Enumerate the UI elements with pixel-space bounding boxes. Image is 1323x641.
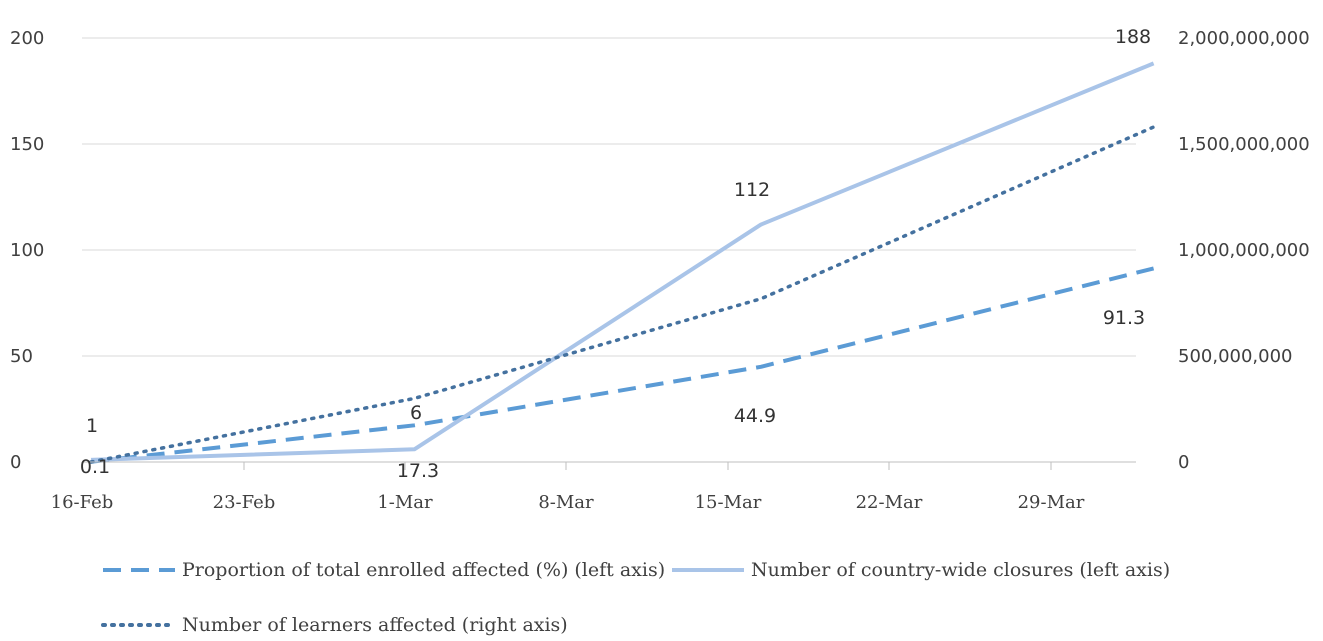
- data-label: 17.3: [397, 460, 439, 482]
- y-right-tick-label: 1,500,000,000: [1178, 134, 1310, 155]
- series-layer: [89, 61, 1156, 464]
- y-left-tick-label: 0: [10, 452, 21, 473]
- x-tick-label: 8-Mar: [538, 492, 594, 513]
- x-tick-label: 23-Feb: [213, 492, 276, 513]
- data-label: 188: [1115, 26, 1151, 48]
- x-tick-label: 29-Mar: [1018, 492, 1085, 513]
- legend-label-1: Proportion of total enrolled affected (%…: [182, 559, 665, 581]
- data-label: 112: [734, 179, 770, 201]
- legend-label-2: Number of country-wide closures (left ax…: [751, 559, 1170, 581]
- data-label: 91.3: [1103, 307, 1145, 329]
- y-left-tick-label: 100: [10, 240, 44, 261]
- series-line-2: [90, 61, 1155, 462]
- gridlines: [82, 37, 1136, 463]
- y-right-tick-label: 2,000,000,000: [1178, 28, 1310, 49]
- y-right-tick-label: 1,000,000,000: [1178, 240, 1310, 261]
- data-label: 6: [410, 402, 422, 424]
- data-label: 0.1: [80, 456, 110, 478]
- x-tick-label: 1-Mar: [377, 492, 433, 513]
- y-right-tick-label: 0: [1178, 452, 1189, 473]
- legend: Proportion of total enrolled affected (%…: [101, 559, 1170, 636]
- y-left-tick-label: 200: [10, 28, 44, 49]
- series-line-3: [89, 125, 1156, 464]
- legend-label-3: Number of learners affected (right axis): [182, 614, 568, 636]
- series-line-1: [90, 266, 1155, 464]
- data-label: 1: [86, 415, 98, 437]
- data-labels: 0.1 17.3 44.9 91.3 1 6 112 188: [80, 26, 1151, 482]
- data-label: 44.9: [734, 405, 776, 427]
- y-right-tick-label: 500,000,000: [1178, 346, 1293, 367]
- axes: 0 50 100 150 200 0 500,000,000 1,000,000,000 1,5…: [10, 28, 1310, 513]
- x-tick-label: 15-Mar: [695, 492, 762, 513]
- x-tick-label: 16-Feb: [51, 492, 114, 513]
- y-left-tick-label: 150: [10, 134, 44, 155]
- y-left-tick-label: 50: [10, 346, 33, 367]
- x-tick-label: 22-Mar: [856, 492, 923, 513]
